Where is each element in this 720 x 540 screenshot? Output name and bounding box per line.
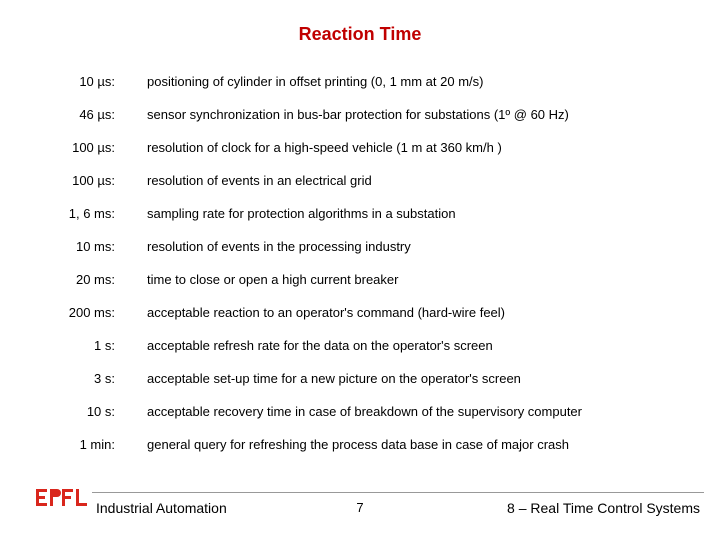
time-description: sensor synchronization in bus-bar protec… xyxy=(123,107,688,122)
list-item: 1, 6 ms: sampling rate for protection al… xyxy=(48,206,688,221)
time-value: 10 ms: xyxy=(48,239,123,254)
time-value: 1 s: xyxy=(48,338,123,353)
slide-footer: Industrial Automation 7 8 – Real Time Co… xyxy=(0,492,720,524)
time-value: 20 ms: xyxy=(48,272,123,287)
time-value: 100 µs: xyxy=(48,173,123,188)
time-description: resolution of clock for a high-speed veh… xyxy=(123,140,688,155)
time-value: 1 min: xyxy=(48,437,123,452)
footer-rule xyxy=(92,492,704,493)
time-description: positioning of cylinder in offset printi… xyxy=(123,74,688,89)
time-value: 10 µs: xyxy=(48,74,123,89)
list-item: 46 µs: sensor synchronization in bus-bar… xyxy=(48,107,688,122)
slide-title: Reaction Time xyxy=(0,0,720,45)
footer-page-number: 7 xyxy=(356,500,363,515)
time-value: 1, 6 ms: xyxy=(48,206,123,221)
time-description: general query for refreshing the process… xyxy=(123,437,688,452)
time-value: 46 µs: xyxy=(48,107,123,122)
list-item: 100 µs: resolution of events in an elect… xyxy=(48,173,688,188)
time-value: 200 ms: xyxy=(48,305,123,320)
list-item: 1 min: general query for refreshing the … xyxy=(48,437,688,452)
footer-right-text: 8 – Real Time Control Systems xyxy=(507,500,700,516)
time-value: 10 s: xyxy=(48,404,123,419)
time-description: acceptable reaction to an operator's com… xyxy=(123,305,688,320)
time-value: 100 µs: xyxy=(48,140,123,155)
list-item: 10 µs: positioning of cylinder in offset… xyxy=(48,74,688,89)
time-description: acceptable refresh rate for the data on … xyxy=(123,338,688,353)
reaction-time-list: 10 µs: positioning of cylinder in offset… xyxy=(48,74,688,470)
list-item: 1 s: acceptable refresh rate for the dat… xyxy=(48,338,688,353)
time-description: time to close or open a high current bre… xyxy=(123,272,688,287)
list-item: 100 µs: resolution of clock for a high-s… xyxy=(48,140,688,155)
list-item: 10 s: acceptable recovery time in case o… xyxy=(48,404,688,419)
epfl-logo xyxy=(36,486,88,512)
slide: Reaction Time 10 µs: positioning of cyli… xyxy=(0,0,720,540)
footer-left-text: Industrial Automation xyxy=(96,500,227,516)
time-description: sampling rate for protection algorithms … xyxy=(123,206,688,221)
list-item: 3 s: acceptable set-up time for a new pi… xyxy=(48,371,688,386)
list-item: 20 ms: time to close or open a high curr… xyxy=(48,272,688,287)
time-description: resolution of events in the processing i… xyxy=(123,239,688,254)
list-item: 200 ms: acceptable reaction to an operat… xyxy=(48,305,688,320)
time-description: acceptable set-up time for a new picture… xyxy=(123,371,688,386)
time-description: resolution of events in an electrical gr… xyxy=(123,173,688,188)
time-value: 3 s: xyxy=(48,371,123,386)
time-description: acceptable recovery time in case of brea… xyxy=(123,404,688,419)
list-item: 10 ms: resolution of events in the proce… xyxy=(48,239,688,254)
